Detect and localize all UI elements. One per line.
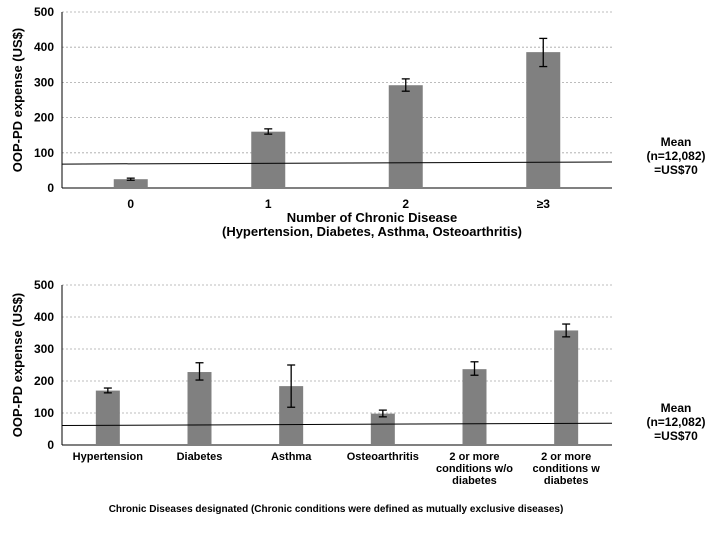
- mean-line: [61, 161, 613, 165]
- bar: [462, 369, 487, 445]
- bar: [95, 390, 120, 445]
- x-tick-label: diabetes: [544, 475, 589, 487]
- bar: [526, 52, 561, 189]
- y-tick-label: 300: [34, 75, 54, 89]
- y-axis-title: OOP-PD expense (US$): [10, 293, 25, 438]
- y-tick-label: 0: [47, 438, 54, 452]
- mean-annotation: Mean: [661, 135, 692, 149]
- y-tick-label: 500: [34, 278, 54, 292]
- bar: [370, 413, 395, 445]
- x-tick-label: 2: [402, 197, 409, 211]
- bar: [187, 372, 212, 445]
- x-axis-title: (Hypertension, Diabetes, Asthma, Osteoar…: [222, 224, 522, 239]
- mean-annotation: (n=12,082): [646, 149, 705, 163]
- mean-line: [61, 422, 613, 426]
- mean-annotation: =US$70: [654, 429, 698, 443]
- mean-annotation: (n=12,082): [646, 415, 705, 429]
- x-axis-title: Chronic Diseases designated (Chronic con…: [109, 504, 564, 515]
- y-tick-label: 100: [34, 146, 54, 160]
- x-tick-label: conditions w: [533, 463, 601, 475]
- x-tick-label: 1: [265, 197, 272, 211]
- chart-chronic-disease-count: 0 100 200 300 400 500 0 1 2 ≥3 OOP-PD expense (US$…: [10, 5, 706, 239]
- x-tick-label: Diabetes: [177, 451, 223, 463]
- x-axis-title: Number of Chronic Disease: [287, 210, 458, 225]
- x-tick-label: 0: [127, 197, 134, 211]
- y-tick-label: 200: [34, 374, 54, 388]
- y-axis-title: OOP-PD expense (US$): [10, 28, 25, 173]
- x-tick-label: Osteoarthritis: [347, 451, 419, 463]
- x-tick-label: Hypertension: [73, 451, 144, 463]
- y-tick-label: 300: [34, 342, 54, 356]
- chart-disease-designated: 0 100 200 300 400 500 Hypertension Diabetes Asth…: [10, 278, 706, 515]
- bar: [113, 179, 148, 188]
- mean-annotation: =US$70: [654, 163, 698, 177]
- mean-annotation: Mean: [661, 401, 692, 415]
- x-tick-label: diabetes: [452, 475, 497, 487]
- y-tick-label: 400: [34, 310, 54, 324]
- bar: [388, 85, 423, 188]
- y-tick-label: 100: [34, 406, 54, 420]
- y-tick-label: 500: [34, 5, 54, 19]
- x-tick-label: ≥3: [537, 197, 551, 211]
- bar: [251, 131, 286, 188]
- y-tick-label: 200: [34, 111, 54, 125]
- x-tick-label: conditions w/o: [436, 463, 513, 475]
- x-tick-label: Asthma: [271, 451, 312, 463]
- bar: [554, 330, 579, 445]
- y-tick-label: 400: [34, 40, 54, 54]
- x-tick-label: 2 or more: [541, 451, 591, 463]
- y-tick-label: 0: [47, 181, 54, 195]
- x-tick-label: 2 or more: [449, 451, 499, 463]
